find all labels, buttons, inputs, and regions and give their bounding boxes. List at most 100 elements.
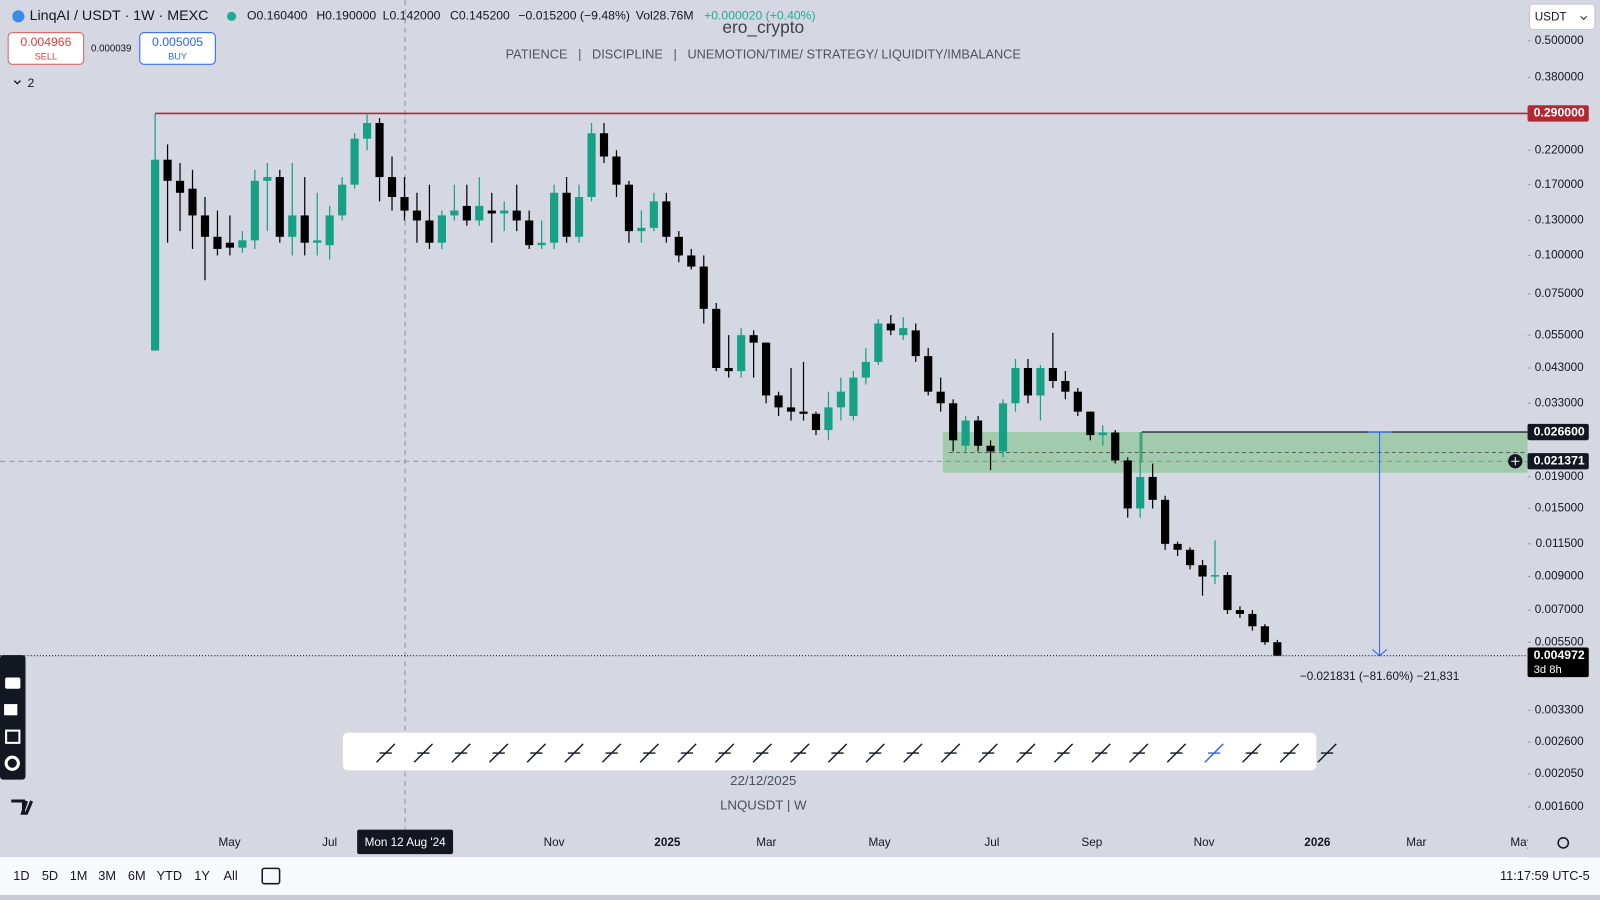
- candle-body: [886, 323, 895, 331]
- indicator-count[interactable]: 2: [28, 76, 35, 90]
- candle-body: [213, 236, 222, 249]
- candle-body: [1161, 499, 1170, 544]
- drawing-tool[interactable]: [1242, 743, 1262, 763]
- last-price-label: 0.004972: [1534, 648, 1585, 662]
- collapse-icon[interactable]: [13, 80, 21, 85]
- drawing-tool[interactable]: [451, 743, 471, 763]
- spread: 0.000039: [91, 44, 131, 55]
- currency-select[interactable]: [1529, 3, 1596, 31]
- y-tick-label: 0.500000: [1535, 34, 1584, 47]
- candle-body: [961, 420, 970, 446]
- date-range-icon[interactable]: [261, 867, 281, 885]
- axis-settings[interactable]: [1557, 836, 1570, 849]
- drawing-tool[interactable]: [601, 743, 622, 763]
- add-alert-plus: [1511, 457, 1520, 466]
- candle-body: [936, 391, 945, 404]
- drawing-tool[interactable]: [488, 743, 509, 763]
- candle-body: [375, 122, 384, 178]
- candle-body: [250, 180, 259, 241]
- candle-body: [151, 159, 160, 351]
- candle-body: [737, 335, 746, 372]
- timeframe-button[interactable]: 3M: [98, 868, 116, 883]
- drawing-tool[interactable]: [1129, 743, 1149, 763]
- candle-body: [911, 330, 920, 357]
- market-status: [227, 11, 237, 21]
- drawing-tool[interactable]: [564, 743, 584, 763]
- candle-body: [275, 177, 284, 237]
- camera-icon[interactable]: [5, 677, 21, 689]
- drawing-tool[interactable]: [714, 743, 735, 763]
- drawing-tool[interactable]: [1091, 743, 1111, 763]
- y-tick-label: 0.100000: [1535, 249, 1584, 262]
- candle-body: [1048, 367, 1057, 382]
- candle-body: [487, 210, 496, 214]
- drawing-tool[interactable]: [752, 743, 772, 763]
- candle-body: [874, 323, 883, 362]
- drawing-tool[interactable]: [1053, 743, 1074, 763]
- drawing-tool[interactable]: [677, 743, 697, 763]
- timeframe-button[interactable]: All: [224, 868, 238, 883]
- x-tick-label: May: [1510, 836, 1532, 849]
- candle-body: [599, 133, 609, 157]
- y-tick-label: 0.170000: [1535, 178, 1584, 191]
- drawing-tool[interactable]: [1016, 743, 1036, 763]
- candle-body: [300, 215, 309, 243]
- candle-body: [949, 403, 958, 441]
- candle-body: [799, 411, 808, 414]
- x-tick-label: Jul: [322, 836, 337, 849]
- timeframe-button[interactable]: 6M: [128, 868, 146, 883]
- drawing-tool[interactable]: [903, 743, 923, 763]
- drawing-tool[interactable]: [1204, 743, 1224, 763]
- sell-button[interactable]: [7, 32, 85, 65]
- candle-body: [724, 367, 733, 372]
- candle-body: [225, 242, 234, 248]
- drawing-tool[interactable]: [413, 743, 434, 763]
- drawing-tool[interactable]: [1166, 743, 1187, 763]
- measure-label: −0.021831 (−81.60%) −21,831: [1300, 670, 1459, 683]
- timeframe-button[interactable]: YTD: [157, 868, 183, 883]
- drawing-tool[interactable]: [1317, 743, 1337, 763]
- timeframe-button[interactable]: 1D: [13, 868, 29, 883]
- candle-body: [762, 342, 771, 396]
- drawing-tool[interactable]: [790, 743, 810, 763]
- candle-body: [288, 215, 297, 237]
- x-tick-label: Nov: [544, 836, 565, 849]
- drawing-tool[interactable]: [526, 743, 547, 763]
- resistance-label: 0.290000: [1534, 106, 1585, 120]
- candle-body: [649, 201, 658, 228]
- clock[interactable]: 11:17:59 UTC-5: [1500, 868, 1590, 883]
- drawing-tool[interactable]: [376, 743, 396, 763]
- candle-body: [338, 184, 347, 216]
- drawing-tool[interactable]: [1279, 743, 1300, 763]
- candle-body: [662, 201, 671, 237]
- candle-body: [1123, 460, 1132, 509]
- y-tick-label: 0.130000: [1535, 214, 1584, 227]
- measure-arrow: [1372, 649, 1388, 657]
- timeframe-button[interactable]: 1Y: [194, 868, 210, 883]
- ohlc-change: −0.015200 (−9.48%): [518, 9, 630, 23]
- y-tick-label: 0.005500: [1535, 635, 1584, 648]
- timeframe-button[interactable]: 5D: [42, 868, 58, 883]
- symbol[interactable]: LinqAI / USDT · 1W · MEXC: [30, 8, 209, 24]
- candle-body: [512, 210, 521, 221]
- settings-icon[interactable]: [4, 755, 20, 771]
- bottom-bar: [0, 857, 1600, 900]
- candle-body: [1223, 575, 1232, 611]
- buy-button[interactable]: [139, 32, 216, 65]
- candle-body: [712, 308, 721, 368]
- y-tick-label: 0.002600: [1535, 735, 1584, 748]
- time-axis-mask: [1527, 830, 1600, 858]
- candle-body: [587, 133, 596, 197]
- drawing-tool[interactable]: [978, 743, 998, 763]
- candle-body: [824, 407, 833, 431]
- drawing-tool[interactable]: [940, 743, 961, 763]
- x-tick-label: Jul: [984, 836, 999, 849]
- drawing-tool[interactable]: [865, 743, 885, 763]
- video-icon[interactable]: [4, 704, 18, 716]
- layout-icon[interactable]: [5, 729, 21, 744]
- drawing-tool[interactable]: [639, 743, 659, 763]
- drawing-tool[interactable]: [827, 743, 848, 763]
- candle-body: [861, 361, 870, 378]
- timeframe-button[interactable]: 1M: [70, 868, 88, 883]
- y-tick-label: 0.011500: [1536, 537, 1584, 550]
